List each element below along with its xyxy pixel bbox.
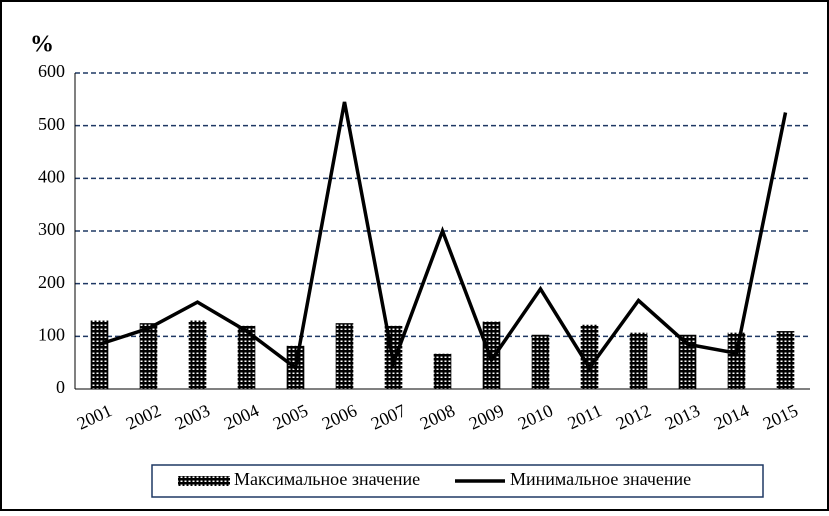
bar [188,320,207,389]
line [98,101,788,372]
bar [237,325,256,389]
bar [90,320,109,389]
y-axis-label: % [30,32,54,58]
y-tick-label: 600 [38,61,65,81]
bar [776,331,795,389]
bar [433,353,452,389]
bar [531,334,550,389]
y-tick-label: 500 [38,114,65,134]
bar [139,323,158,389]
y-tick-label: 100 [38,324,65,344]
y-tick-label: 0 [56,377,65,397]
legend-label: Минимальное значение [510,469,691,489]
y-tick-label: 200 [38,272,65,292]
legend-swatch [178,476,230,486]
bar [580,324,599,389]
bar [629,332,648,389]
y-tick-label: 400 [38,166,65,186]
bar [678,334,697,389]
legend-label: Максимальное значение [234,469,420,489]
y-tick-label: 300 [38,219,65,239]
bar [335,323,354,389]
bar [727,332,746,389]
